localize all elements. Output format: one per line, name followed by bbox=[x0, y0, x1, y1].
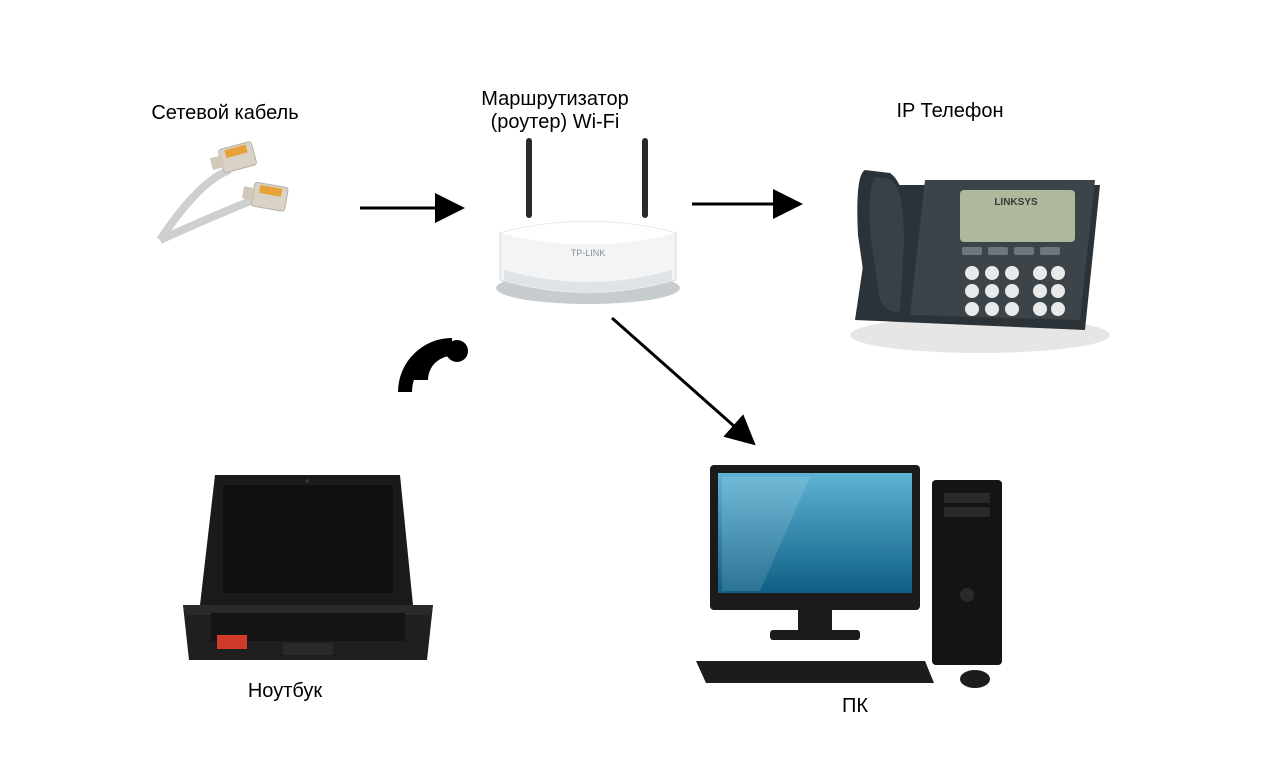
label-phone: IP Телефон bbox=[830, 100, 1070, 123]
label-pc: ПК bbox=[735, 695, 975, 718]
laptop-icon bbox=[183, 475, 433, 660]
cable-icon bbox=[160, 141, 288, 240]
label-cable: Сетевой кабель bbox=[105, 102, 345, 125]
svg-text:TP-LINK: TP-LINK bbox=[571, 248, 606, 258]
router-icon: TP-LINK bbox=[496, 138, 680, 304]
diagram-stage: TP-LINK LINKSYS bbox=[0, 0, 1280, 768]
label-laptop: Ноутбук bbox=[165, 680, 405, 703]
label-router: Маршрутизатор (роутер) Wi-Fi bbox=[435, 88, 675, 134]
pc-icon bbox=[696, 465, 1002, 688]
wifi-icon bbox=[412, 340, 502, 430]
phone-icon: LINKSYS bbox=[850, 170, 1110, 353]
svg-text:LINKSYS: LINKSYS bbox=[994, 197, 1038, 208]
